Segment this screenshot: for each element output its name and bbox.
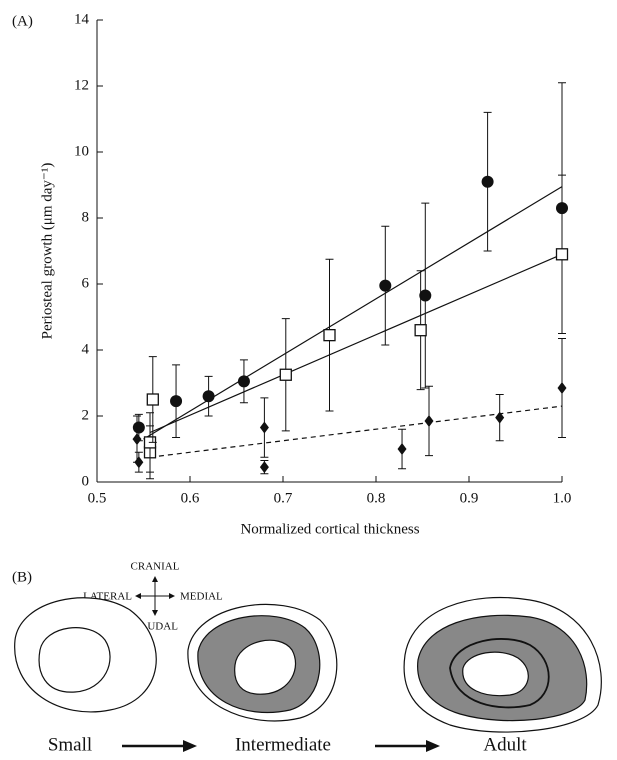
compass (135, 576, 175, 616)
point (146, 393, 159, 406)
point (379, 279, 392, 292)
x-tick-label: 0.5 (88, 490, 107, 506)
point (323, 328, 336, 342)
point (132, 421, 145, 434)
y-axis-label: Periosteal growth (μm day⁻¹) (39, 163, 55, 340)
stage-label: Small (48, 734, 92, 755)
point (279, 368, 292, 381)
x-tick-label: 0.7 (274, 490, 293, 506)
direction-label: MEDIAL (180, 591, 223, 603)
point (419, 289, 432, 302)
point (557, 381, 567, 394)
y-tick-label: 12 (74, 77, 89, 93)
y-tick-label: 4 (82, 341, 90, 357)
point (481, 175, 494, 188)
point (237, 375, 250, 388)
point (397, 443, 407, 455)
y-tick-label: 14 (74, 11, 90, 27)
x-axis-label: Normalized cortical thickness (240, 521, 419, 537)
point (134, 456, 144, 469)
point (170, 395, 183, 408)
panel-label: (A) (12, 13, 33, 29)
x-tick-label: 0.8 (367, 490, 386, 506)
y-tick-label: 2 (82, 407, 90, 423)
stage-label: Adult (483, 734, 527, 755)
arrows (122, 740, 440, 752)
y-tick-label: 6 (82, 275, 90, 291)
point (555, 248, 569, 261)
point (495, 411, 505, 424)
point (414, 324, 427, 337)
fit-line (149, 253, 563, 434)
x-tick-label: 1.0 (553, 490, 572, 506)
y-tick-label: 8 (82, 209, 90, 225)
bone-sections (14, 596, 602, 733)
y-tick-label: 10 (74, 143, 89, 159)
point (259, 421, 269, 434)
x-tick-label: 0.6 (181, 490, 200, 506)
point (259, 461, 269, 474)
panel-label: (B) (12, 569, 32, 585)
point (132, 433, 142, 446)
point (202, 390, 215, 403)
fit-line (149, 405, 563, 458)
point (424, 414, 434, 427)
stage-label: Intermediate (235, 734, 331, 755)
direction-label: CRANIAL (131, 561, 180, 573)
y-tick-label: 0 (82, 473, 90, 489)
x-tick-label: 0.9 (460, 490, 479, 506)
